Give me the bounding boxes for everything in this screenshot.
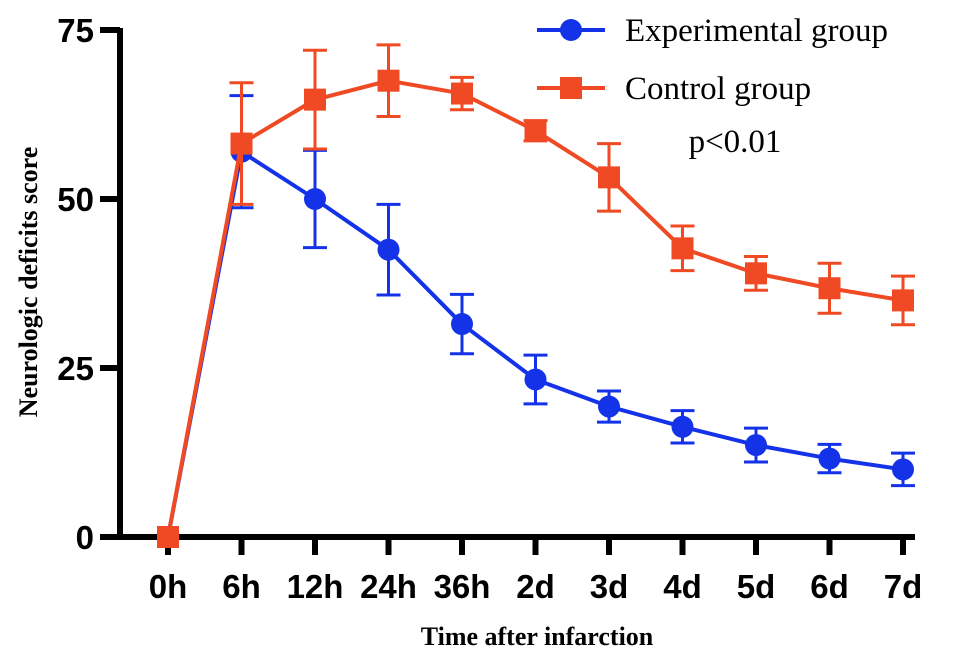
series-line <box>166 78 904 538</box>
data-point <box>524 119 547 142</box>
x-tick-label: 5d <box>737 568 776 605</box>
legend-item: Control group <box>537 71 811 107</box>
data-point <box>818 447 841 470</box>
axes: 0 25 50 75 0h 6h 12h 24h 36h 2d 3d 4d 5d 6d 7d <box>57 12 922 605</box>
y-axis-title: Neurologic deficits score <box>14 147 43 418</box>
legend-label: Experimental group <box>625 13 888 49</box>
data-point <box>598 395 620 418</box>
x-tick-label: 6h <box>222 568 261 605</box>
legend-marker <box>560 77 582 99</box>
x-tick-label: 0h <box>149 568 188 605</box>
data-point <box>892 458 914 481</box>
data-point <box>377 69 400 92</box>
x-tick-label: 4d <box>663 568 702 605</box>
series-layer <box>157 43 915 548</box>
x-tick-label: 3d <box>590 568 629 605</box>
data-point <box>671 237 694 260</box>
p-value-annotation: p<0.01 <box>689 124 782 160</box>
x-tick-label: 36h <box>434 568 491 605</box>
data-point <box>304 88 326 111</box>
data-point <box>892 289 914 312</box>
data-point <box>377 238 400 261</box>
data-point <box>304 188 326 210</box>
y-tick-label: 25 <box>57 350 94 387</box>
data-point <box>745 262 767 285</box>
x-tick-label: 7d <box>884 568 923 605</box>
legend-marker <box>560 19 582 41</box>
data-point <box>745 434 767 457</box>
data-point <box>157 526 179 548</box>
data-point <box>451 82 473 105</box>
legend: Experimental group Control group <box>537 13 888 107</box>
x-tick-label: 12h <box>287 568 344 605</box>
data-point <box>818 277 841 300</box>
y-tick-label: 75 <box>57 12 94 49</box>
x-tick-label: 2d <box>516 568 555 605</box>
data-point <box>230 132 253 155</box>
legend-label: Control group <box>625 71 811 107</box>
y-tick-label: 50 <box>57 181 94 218</box>
data-point <box>598 166 620 189</box>
x-tick-label: 6d <box>810 568 849 605</box>
series-line <box>166 149 904 538</box>
series-control-group <box>157 43 915 548</box>
legend-item: Experimental group <box>537 13 888 49</box>
x-axis-title: Time after infarction <box>421 622 654 651</box>
series-experimental-group <box>157 94 915 548</box>
data-point <box>451 313 473 336</box>
x-tick-label: 24h <box>360 568 417 605</box>
y-tick-label: 0 <box>76 519 94 556</box>
data-point <box>671 415 694 438</box>
data-point <box>524 368 547 391</box>
